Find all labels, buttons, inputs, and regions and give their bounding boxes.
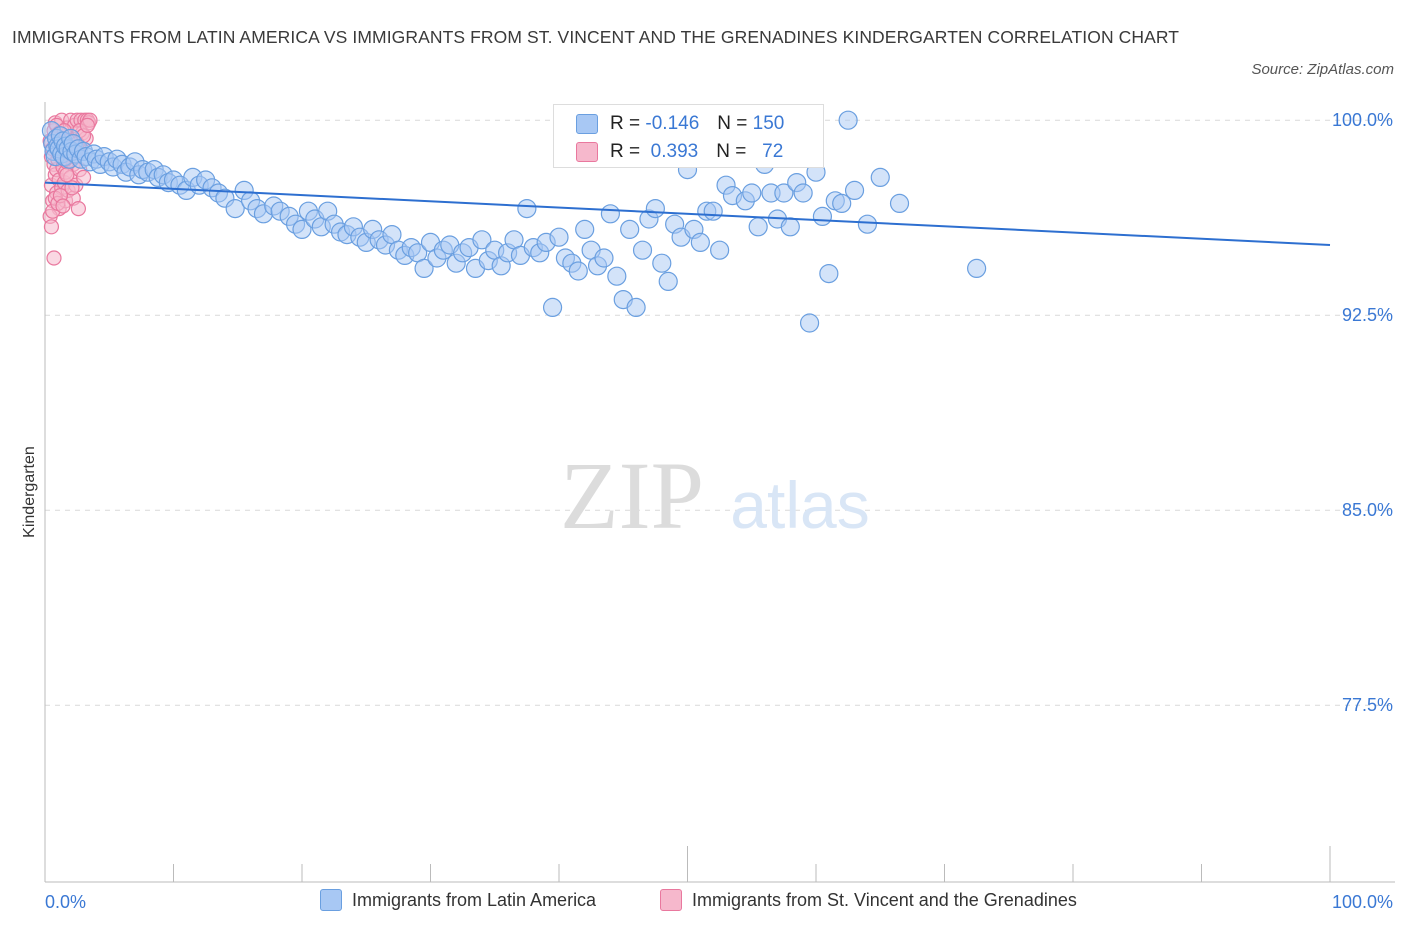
trend-line-blue [44, 181, 1331, 246]
data-point-blue [844, 180, 865, 200]
stats-n-label: N = [716, 141, 747, 162]
data-point-pink [43, 219, 60, 235]
data-point-blue [703, 201, 723, 221]
data-point-blue [645, 199, 665, 219]
watermark: ZIP atlas [560, 442, 870, 549]
data-point-blue [870, 167, 890, 187]
stats-box: R = -0.146 N = 150 R = 0.393 N = 72 [553, 104, 824, 168]
data-point-pink [55, 198, 71, 214]
data-point-blue [742, 183, 762, 203]
data-point-blue [652, 253, 672, 273]
data-point-blue [225, 199, 245, 219]
data-point-pink [59, 167, 75, 183]
data-point-blue [832, 193, 852, 213]
data-point-blue [472, 230, 492, 250]
trend-lines [44, 181, 1331, 246]
legend: Immigrants from Latin America Immigrants… [0, 889, 1406, 915]
stats-swatch-pink [576, 142, 598, 162]
stats-swatch-blue [576, 114, 598, 134]
stats-n-value: 150 [752, 113, 785, 134]
data-point-blue [658, 271, 678, 291]
legend-label-blue: Immigrants from Latin America [352, 889, 597, 910]
data-point-blue [568, 261, 588, 281]
data-point-blue [600, 204, 621, 224]
y-tick-label: 92.5% [1342, 305, 1393, 325]
stats-n-value: 72 [762, 141, 784, 162]
legend-item-st-vincent[interactable]: Immigrants from St. Vincent and the Gren… [660, 889, 1077, 911]
legend-swatch-pink [660, 889, 682, 911]
data-point-blue [575, 219, 595, 239]
watermark-atlas: atlas [730, 468, 869, 542]
data-point-blue [632, 240, 653, 260]
stats-n-label: N = [717, 113, 748, 134]
legend-swatch-blue [320, 889, 342, 911]
data-point-blue [710, 240, 730, 260]
data-point-blue [838, 110, 858, 130]
blue-series-points [41, 110, 987, 333]
data-point-blue [542, 297, 563, 317]
stats-r-value: 0.393 [650, 141, 699, 162]
y-tick-label: 85.0% [1342, 500, 1393, 520]
stats-r-value: -0.146 [645, 113, 700, 134]
stats-row-pink: R = 0.393 N = 72 [576, 140, 783, 164]
data-point-blue [594, 248, 614, 268]
data-point-blue [857, 214, 878, 234]
data-point-blue [967, 258, 987, 278]
data-point-blue [748, 217, 768, 237]
data-point-blue [620, 219, 640, 239]
data-point-blue [690, 232, 710, 252]
data-point-blue [819, 264, 839, 284]
axes [44, 102, 1395, 883]
data-point-blue [780, 217, 800, 237]
data-point-blue [889, 193, 910, 213]
x-tick-label: 100.0% [1332, 892, 1393, 912]
stats-r-label: R = [610, 141, 641, 162]
data-point-blue [517, 199, 537, 219]
data-point-blue [414, 258, 434, 278]
data-point-blue [793, 183, 813, 203]
data-point-blue [292, 219, 312, 239]
stats-row-blue: R = -0.146 N = 150 [576, 112, 784, 136]
data-point-pink [75, 169, 92, 185]
legend-item-latin-america[interactable]: Immigrants from Latin America [320, 889, 596, 911]
data-point-blue [626, 297, 646, 317]
data-point-pink [79, 117, 96, 134]
data-point-blue [812, 206, 833, 226]
source-label: Source: ZipAtlas.com [1251, 61, 1394, 78]
tick-labels: 100.0% 92.5% 85.0% 77.5% 0.0% 100.0% [45, 110, 1393, 912]
data-point-blue [799, 313, 820, 333]
y-tick-label: 100.0% [1332, 110, 1393, 130]
data-point-blue [549, 227, 569, 247]
y-tick-label: 77.5% [1342, 695, 1393, 715]
legend-label-pink: Immigrants from St. Vincent and the Gren… [692, 889, 1077, 910]
watermark-zip: ZIP [560, 442, 704, 549]
x-tick-label: 0.0% [45, 892, 86, 912]
data-point-pink [70, 201, 87, 217]
data-point-blue [774, 183, 794, 203]
stats-r-label: R = [610, 113, 641, 134]
data-point-blue [607, 266, 627, 286]
chart-title: IMMIGRANTS FROM LATIN AMERICA VS IMMIGRA… [12, 27, 1180, 47]
data-point-pink [46, 250, 62, 266]
